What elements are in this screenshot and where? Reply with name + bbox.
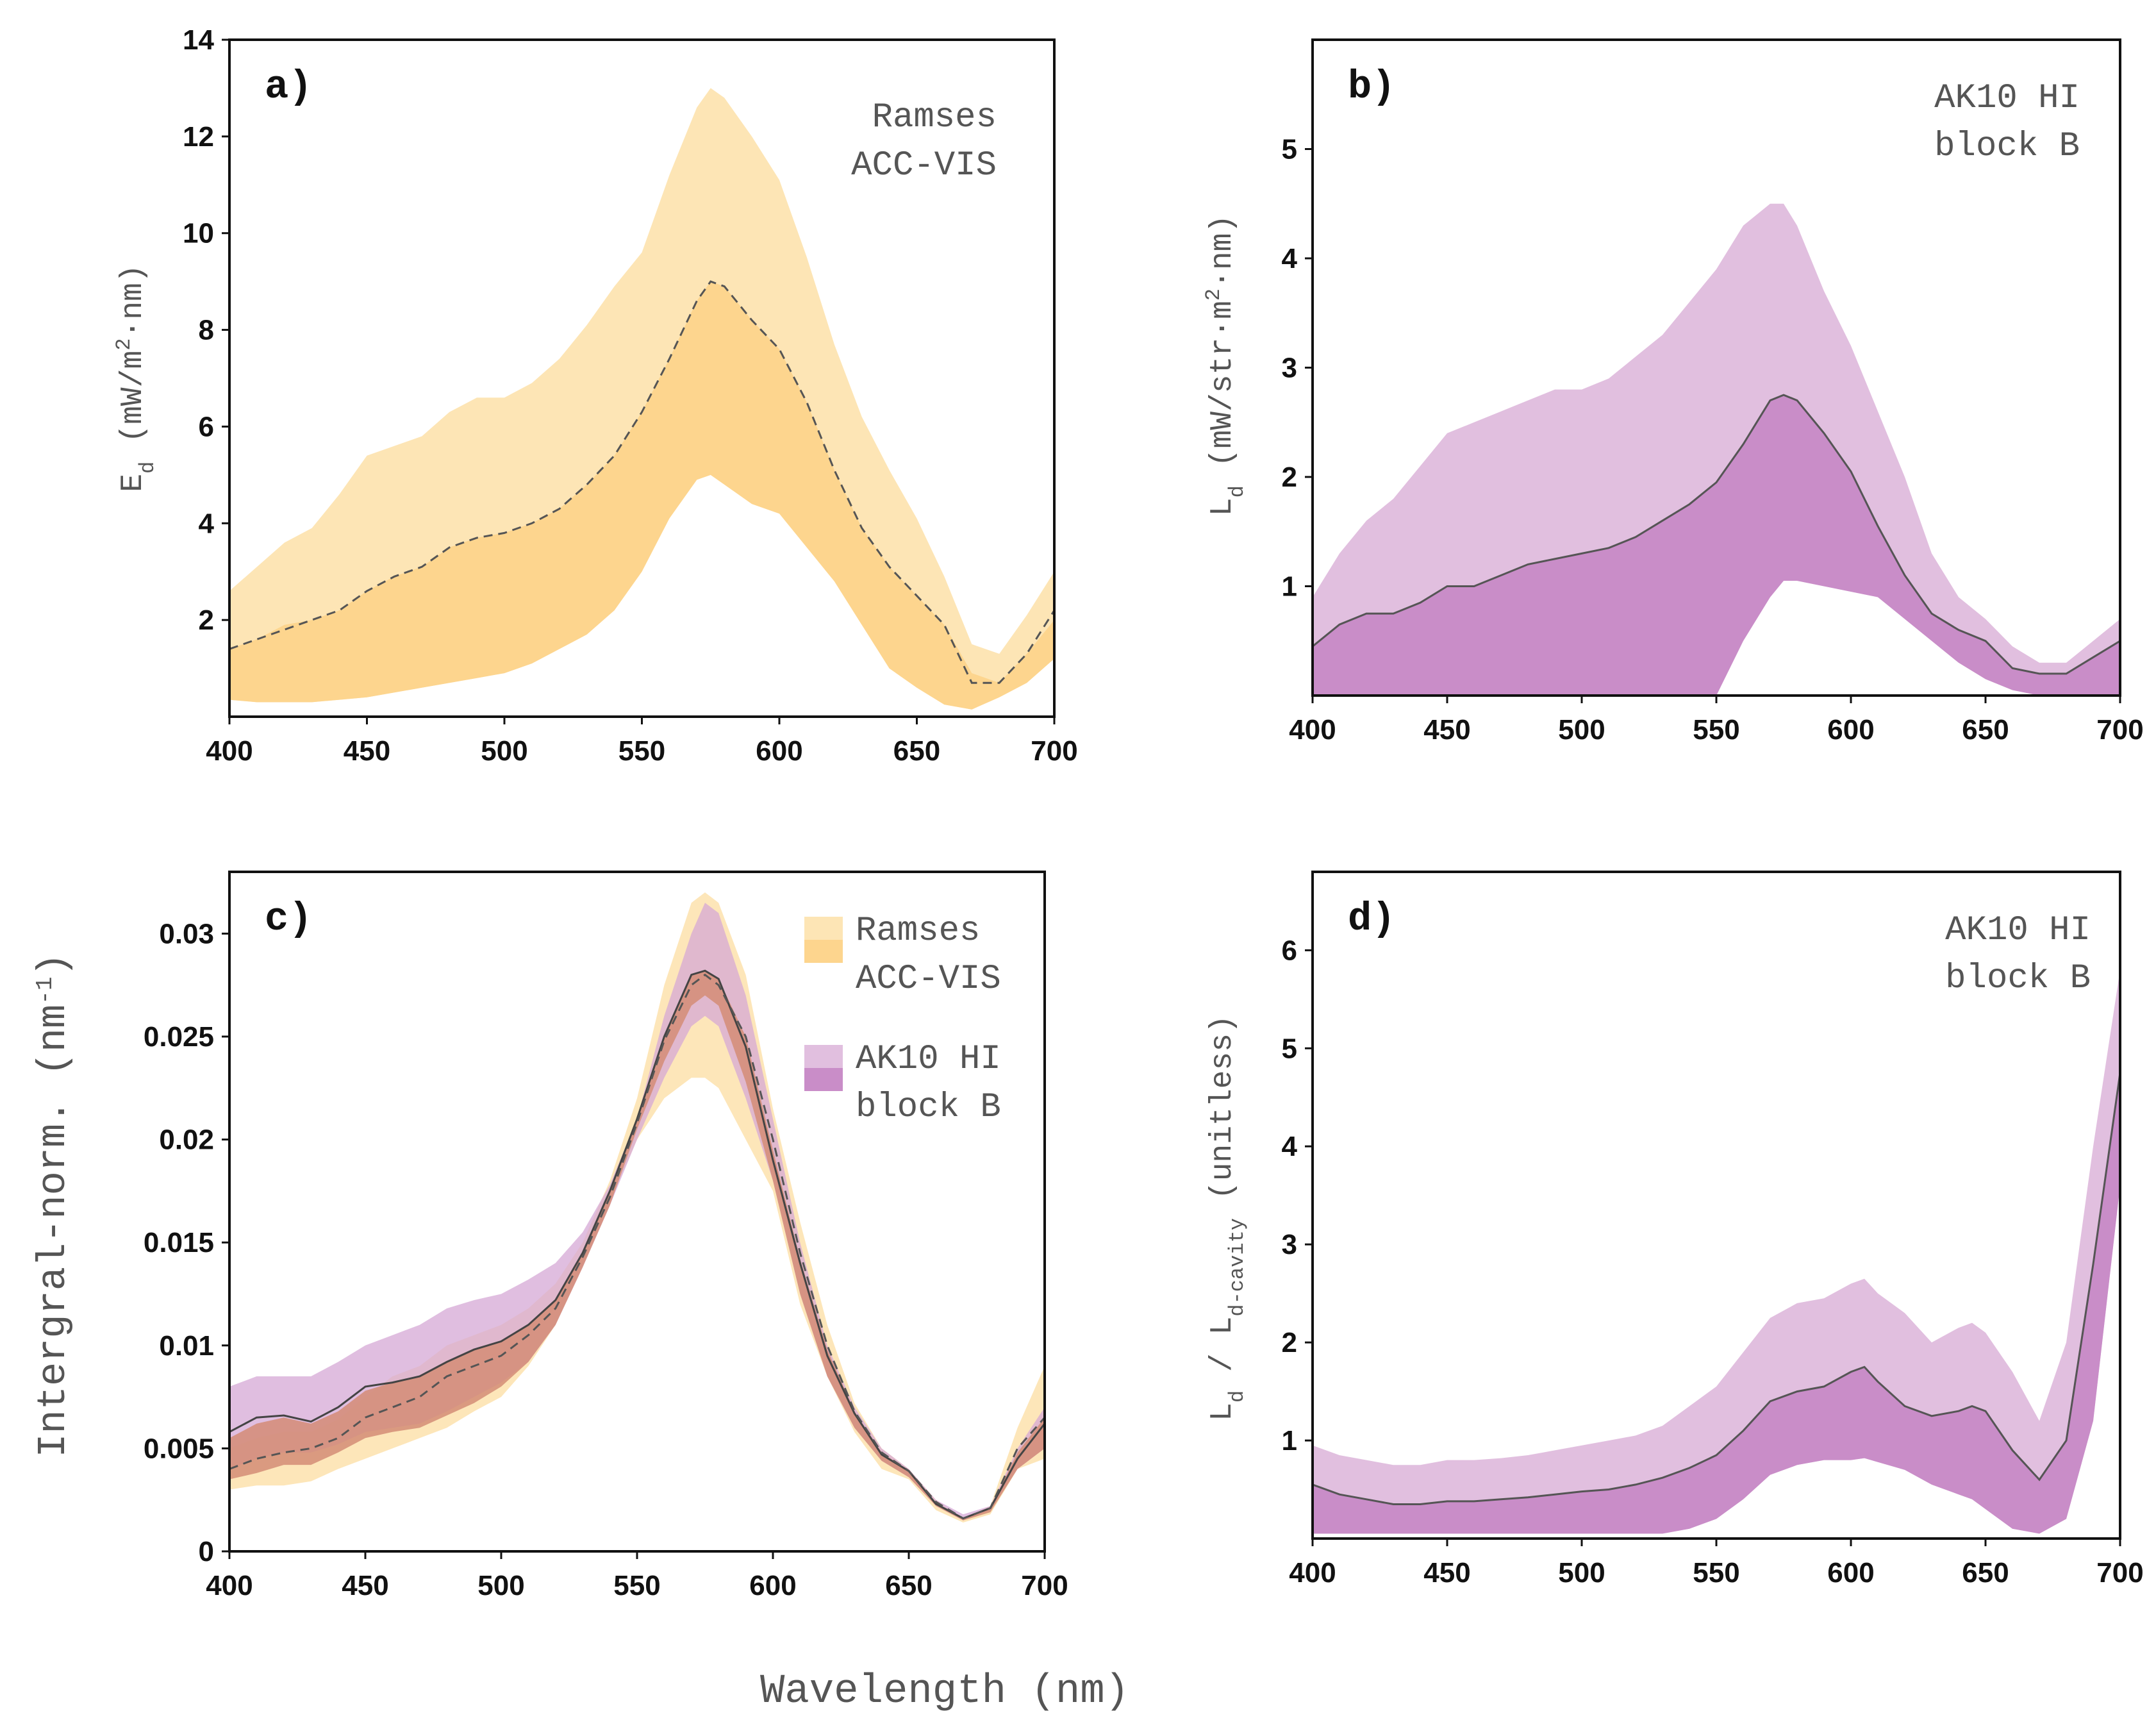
legend-swatch-light — [804, 1045, 843, 1068]
y-tick-label: 0.005 — [144, 1433, 214, 1464]
y-tick-label: 3 — [1282, 353, 1297, 384]
panel-label: a) — [265, 64, 312, 110]
panel-label: b) — [1348, 64, 1395, 110]
x-tick-label: 700 — [1021, 1570, 1068, 1601]
y-axis-label: Ed (mW/m2·nm) — [112, 264, 160, 492]
y-tick-label: 0.025 — [144, 1021, 214, 1053]
y-tick-label: 4 — [1282, 243, 1298, 274]
panel-b: 400 450 500 550 600 650 700 1 2 3 4 5 b) Ld (mW/str·m… — [1202, 38, 2144, 746]
y-tick-label: 2 — [1282, 1327, 1297, 1358]
legend-label: block B — [856, 1088, 1001, 1127]
plot-area — [229, 892, 1045, 1523]
y-tick-label: 0.015 — [144, 1227, 214, 1258]
y-tick-label: 6 — [199, 411, 214, 442]
x-tick-label: 700 — [2096, 714, 2143, 746]
x-tick-label: 700 — [2096, 1557, 2143, 1589]
annotation-line: ACC-VIS — [851, 146, 997, 185]
panel-label: c) — [265, 896, 312, 942]
legend-swatch-dark — [804, 940, 843, 963]
x-tick-label: 550 — [613, 1570, 660, 1601]
y-tick-label: 1 — [1282, 1425, 1297, 1456]
band-ak10-hi-block-b-inner — [1313, 395, 2120, 696]
y-axis-label: Ld / Ld-cavity (unitless) — [1206, 1015, 1249, 1421]
x-tick-label: 500 — [1558, 1557, 1605, 1589]
annotation-line: Ramses — [872, 98, 997, 137]
y-tick-label: 0.01 — [159, 1330, 214, 1362]
y-tick-label: 2 — [199, 605, 214, 636]
y-tick-label: 3 — [1282, 1229, 1297, 1260]
x-tick-label: 650 — [1962, 1557, 2009, 1589]
panel-d: 400 450 500 550 600 650 700 1 2 3 4 5 6 d) Ld / Ld-cav… — [1206, 871, 2144, 1589]
x-tick-label: 450 — [1423, 1557, 1470, 1589]
y-tick-label: 10 — [183, 218, 214, 249]
panel-label: d) — [1348, 896, 1395, 942]
legend-label: Ramses — [856, 912, 980, 951]
panel-a: 400 450 500 550 600 650 700 2 4 6 8 10 12 14 a) Ed (mW/… — [112, 24, 1078, 767]
y-tick-label: 6 — [1282, 935, 1297, 966]
x-tick-label: 550 — [1693, 714, 1739, 746]
band-ramses-acc-vis-inner — [229, 281, 1054, 710]
band-ak10-hi-block-b-range — [229, 903, 1045, 1521]
y-tick-label: 5 — [1282, 1033, 1297, 1064]
x-tick-label: 500 — [1558, 714, 1605, 746]
y-tick-label: 8 — [199, 315, 214, 346]
x-tick-label: 500 — [481, 735, 527, 767]
x-tick-label: 600 — [1827, 1557, 1874, 1589]
y-tick-label: 14 — [183, 24, 214, 56]
y-tick-label: 0.02 — [159, 1124, 214, 1156]
x-tick-label: 400 — [206, 1570, 253, 1601]
legend-label: AK10 HI — [856, 1040, 1001, 1079]
plot-area — [229, 88, 1054, 710]
band-ak10-hi-block-b-range — [1313, 969, 2120, 1534]
x-tick-label: 400 — [206, 735, 253, 767]
panel-c: 400 450 500 550 600 650 700 0 0.005 0.01 0.015 0.02… — [31, 871, 1068, 1601]
x-tick-label: 650 — [885, 1570, 932, 1601]
y-tick-label: 2 — [1282, 462, 1297, 493]
legend-swatch-light — [804, 917, 843, 940]
x-tick-label: 450 — [344, 735, 390, 767]
y-tick-label: 0.03 — [159, 918, 214, 949]
y-tick-label: 0 — [199, 1536, 214, 1567]
line-ramses-acc-vis-mean — [229, 973, 1045, 1520]
y-tick-label: 4 — [199, 508, 215, 539]
y-tick-label: 1 — [1282, 571, 1297, 603]
x-tick-label: 600 — [749, 1570, 796, 1601]
plot-area — [1313, 969, 2120, 1534]
y-axis-label: Ld (mW/str·m2·nm) — [1202, 215, 1249, 516]
x-tick-label: 450 — [342, 1570, 388, 1601]
annotation-line: block B — [1934, 127, 2080, 166]
y-tick-label: 5 — [1282, 134, 1297, 165]
band-ak10-hi-block-b-inner — [1313, 1072, 2120, 1534]
y-tick-label: 4 — [1282, 1131, 1298, 1162]
x-tick-label: 500 — [477, 1570, 524, 1601]
legend-entry: AK10 HI block B — [804, 1040, 1001, 1127]
line-ramses-acc-vis-mean — [229, 280, 1054, 684]
legend-entry: Ramses ACC-VIS — [804, 912, 1001, 999]
x-tick-label: 700 — [1031, 735, 1077, 767]
x-tick-label: 600 — [756, 735, 802, 767]
x-tick-label: 650 — [893, 735, 940, 767]
line-ak10-hi-block-b-mean — [1313, 394, 2120, 675]
x-tick-label: 650 — [1962, 714, 2009, 746]
legend-label: ACC-VIS — [856, 960, 1001, 999]
annotation-line: block B — [1945, 959, 2091, 998]
legend-swatch-dark — [804, 1068, 843, 1091]
x-tick-label: 550 — [1693, 1557, 1739, 1589]
y-tick-label: 12 — [183, 121, 214, 153]
y-axis-label: Intergral-norm. (nm-1) — [31, 953, 76, 1457]
line-ak10-hi-block-b-mean — [1313, 1072, 2120, 1505]
plot-area — [1313, 203, 2120, 696]
line-ak10-hi-block-b-mean — [229, 969, 1045, 1520]
x-tick-label: 450 — [1423, 714, 1470, 746]
x-tick-label: 550 — [618, 735, 665, 767]
x-tick-label: 600 — [1827, 714, 1874, 746]
annotation-line: AK10 HI — [1945, 911, 2091, 950]
x-tick-label: 400 — [1289, 1557, 1336, 1589]
x-tick-label: 400 — [1289, 714, 1336, 746]
shared-x-axis-label: Wavelength (nm) — [760, 1669, 1129, 1715]
annotation-line: AK10 HI — [1934, 79, 2080, 118]
